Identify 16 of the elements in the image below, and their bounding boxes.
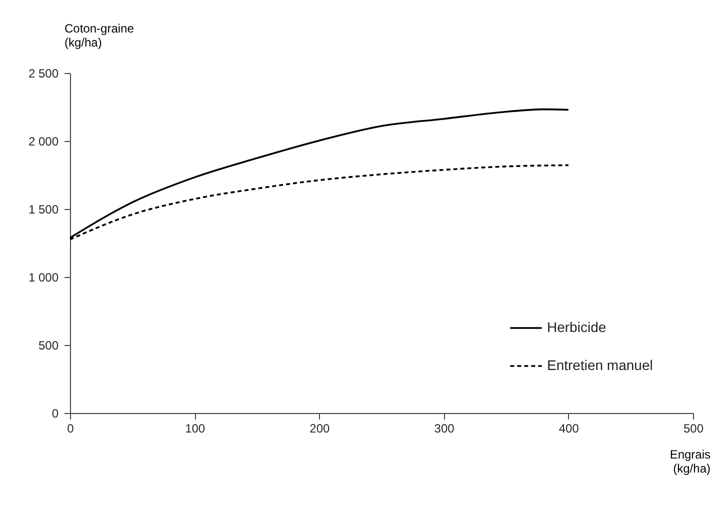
x-tick-label: 100	[185, 422, 206, 436]
y-tick-label: 0	[52, 406, 59, 420]
legend-label: Entretien manuel	[547, 357, 653, 373]
y-tick-label: 2 500	[28, 66, 59, 80]
y-tick-label: 1 500	[28, 202, 59, 216]
x-tick-label: 300	[434, 422, 455, 436]
x-tick-label: 200	[310, 422, 330, 436]
x-axis-title: Engrais (kg/ha)	[670, 448, 710, 476]
y-tick-label: 1 000	[28, 270, 59, 284]
legend-label: Herbicide	[547, 319, 606, 335]
x-tick-label: 400	[558, 422, 580, 436]
y-tick-label: 2 000	[28, 134, 59, 148]
y-axis-title: Coton-graine (kg/ha)	[64, 22, 134, 50]
x-tick-label: 0	[67, 422, 74, 436]
x-tick-label: 500	[683, 422, 704, 436]
y-tick-label: 500	[38, 338, 59, 352]
